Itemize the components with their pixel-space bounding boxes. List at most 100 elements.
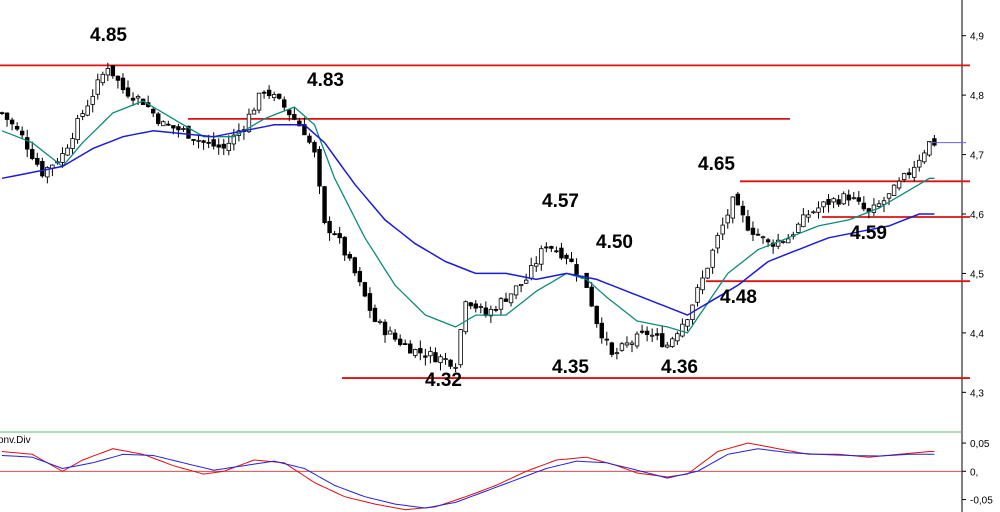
candlestick bbox=[730, 196, 735, 224]
candle-body bbox=[660, 333, 665, 348]
candlestick bbox=[60, 147, 65, 168]
candle-body bbox=[14, 125, 20, 130]
level-labels: 4.85 4.83 4.65 4.59 4.48 4.32 4.57 4.50 4.35 4.36 bbox=[90, 25, 887, 391]
candle-body bbox=[493, 308, 499, 311]
annotation-label: 4.50 bbox=[596, 232, 633, 253]
candle-body bbox=[125, 87, 131, 97]
candlestick bbox=[554, 246, 559, 253]
candlestick bbox=[564, 253, 569, 265]
candle-body bbox=[629, 342, 635, 345]
candle-body bbox=[463, 301, 468, 333]
candle-body bbox=[821, 201, 826, 208]
candlestick bbox=[287, 109, 292, 121]
candlestick bbox=[498, 297, 504, 316]
candle-body bbox=[150, 108, 156, 114]
candlestick bbox=[458, 328, 463, 368]
y-tick-label: 4,4 bbox=[970, 329, 984, 340]
candle-body bbox=[503, 298, 509, 302]
y-tick-label: 4,6 bbox=[970, 210, 984, 221]
candle-body bbox=[90, 95, 95, 105]
indicator-panel: onv.Div 0,05 0, -0,05 bbox=[0, 435, 993, 511]
candle-body bbox=[478, 306, 483, 308]
candlestick bbox=[927, 140, 932, 157]
candlestick bbox=[826, 194, 831, 213]
y-tick-label: 4,5 bbox=[970, 269, 984, 280]
candle-body bbox=[488, 308, 494, 317]
candlestick bbox=[549, 245, 554, 253]
candlestick bbox=[574, 258, 579, 282]
candle-body bbox=[750, 227, 756, 235]
candle-body bbox=[523, 279, 529, 284]
candle-body bbox=[186, 125, 191, 139]
candlestick bbox=[24, 129, 30, 158]
candle-body bbox=[680, 323, 685, 337]
level-label: 4.65 bbox=[698, 154, 735, 175]
candle-body bbox=[428, 351, 433, 357]
candlestick bbox=[332, 230, 337, 236]
candle-body bbox=[599, 322, 604, 339]
candle-body bbox=[287, 109, 292, 116]
candlestick bbox=[513, 285, 519, 300]
candlestick bbox=[544, 242, 549, 253]
candle-body bbox=[574, 264, 579, 275]
candlestick bbox=[110, 65, 116, 79]
candle-body bbox=[559, 247, 564, 259]
candle-body bbox=[675, 333, 680, 342]
candlestick bbox=[901, 172, 907, 183]
candle-body bbox=[730, 196, 735, 219]
candle-body bbox=[9, 119, 15, 125]
candle-body bbox=[201, 140, 206, 143]
candlestick bbox=[534, 256, 539, 272]
candle-body bbox=[171, 125, 176, 129]
candle-body bbox=[382, 321, 388, 336]
candlestick bbox=[453, 363, 458, 373]
candle-body bbox=[327, 220, 332, 234]
candlestick bbox=[397, 334, 403, 347]
candlestick bbox=[120, 73, 126, 94]
candle-body bbox=[720, 224, 725, 235]
candle-body bbox=[801, 214, 806, 228]
candle-body bbox=[735, 193, 741, 206]
candlestick bbox=[710, 248, 715, 274]
candlestick bbox=[811, 210, 816, 214]
candle-body bbox=[901, 173, 907, 181]
candlestick bbox=[292, 106, 297, 121]
candlestick bbox=[508, 293, 514, 307]
candle-body bbox=[80, 113, 85, 117]
candle-body bbox=[775, 239, 781, 247]
candle-body bbox=[619, 343, 625, 351]
candlestick bbox=[161, 120, 166, 127]
candlestick bbox=[695, 284, 700, 307]
candle-body bbox=[594, 305, 599, 325]
candle-body bbox=[912, 166, 917, 178]
candle-body bbox=[307, 135, 312, 143]
candle-body bbox=[705, 267, 710, 279]
candle-body bbox=[483, 307, 489, 316]
candlestick bbox=[609, 341, 615, 358]
candlestick bbox=[740, 200, 746, 223]
support-resistance-levels bbox=[0, 64, 970, 379]
candlestick bbox=[413, 348, 418, 359]
candlestick bbox=[922, 149, 927, 164]
candlestick bbox=[266, 85, 272, 99]
candle-body bbox=[433, 352, 438, 363]
candlestick bbox=[569, 252, 574, 263]
candlestick bbox=[796, 222, 801, 234]
candlestick bbox=[851, 191, 856, 200]
candle-body bbox=[781, 241, 786, 243]
candle-body bbox=[0, 112, 5, 114]
candlestick bbox=[226, 135, 231, 156]
candle-body bbox=[670, 338, 675, 347]
candle-body bbox=[932, 138, 937, 146]
candlestick bbox=[589, 282, 594, 308]
candle-body bbox=[927, 140, 932, 156]
candlestick bbox=[35, 152, 40, 167]
candlestick bbox=[352, 256, 357, 277]
candlestick bbox=[755, 228, 761, 236]
candlestick bbox=[750, 221, 756, 242]
candle-body bbox=[206, 141, 211, 144]
annotation-label: 4.36 bbox=[661, 357, 698, 378]
candle-body bbox=[614, 352, 620, 355]
candle-body bbox=[392, 332, 398, 340]
candle-body bbox=[886, 193, 892, 199]
